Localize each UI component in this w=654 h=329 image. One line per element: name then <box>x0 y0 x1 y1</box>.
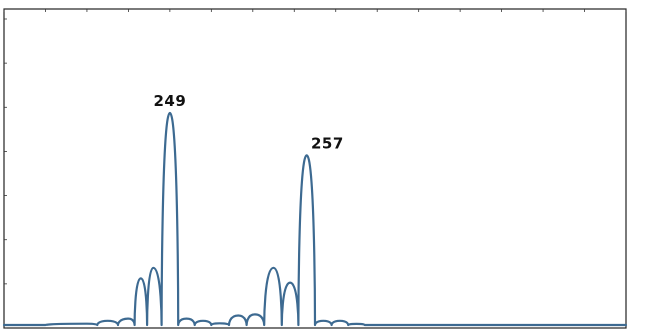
plot-frame <box>3 8 627 329</box>
y-axis-ticks <box>4 18 7 329</box>
peak-label-249: 249 <box>153 92 186 110</box>
x-axis-ticks <box>3 9 627 12</box>
spectrum-trace <box>2 111 628 327</box>
peak-label-257: 257 <box>311 134 344 152</box>
